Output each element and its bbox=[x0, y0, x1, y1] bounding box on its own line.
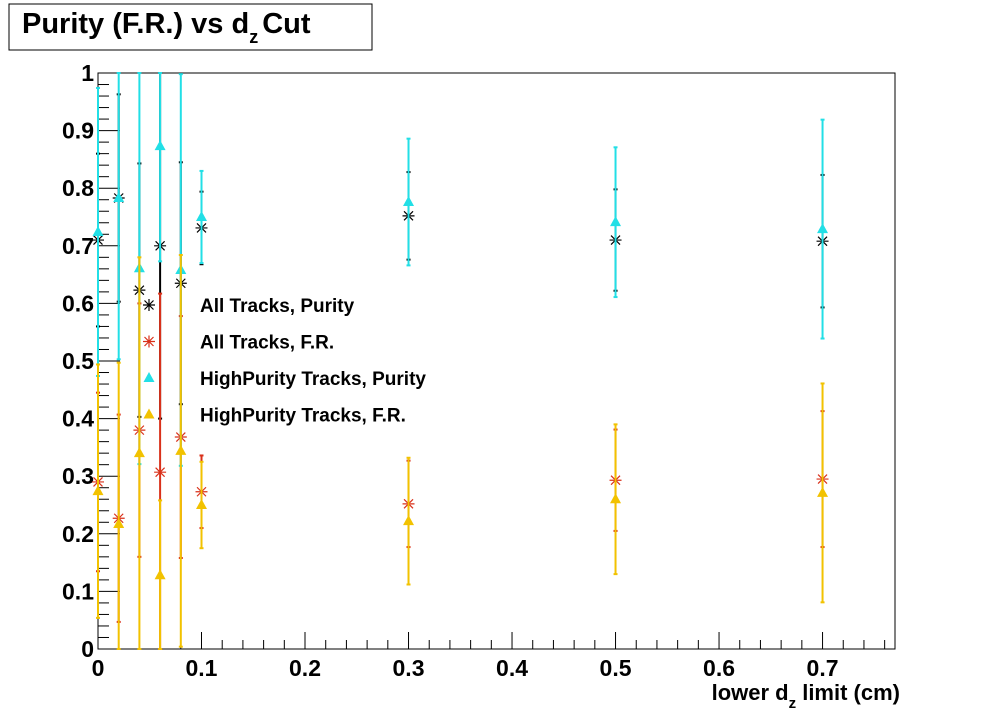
data-point bbox=[610, 216, 622, 227]
data-point bbox=[133, 447, 145, 458]
data-point bbox=[817, 223, 829, 234]
data-point bbox=[92, 225, 104, 236]
data-point bbox=[817, 486, 829, 497]
x-tick-label: 0.3 bbox=[393, 655, 425, 681]
y-tick-label: 1 bbox=[81, 60, 94, 86]
x-label-part: limit (cm) bbox=[796, 680, 900, 705]
plot-area: 0 0.1 0.2 0.3 0.4 0.5 0.6 0.7 0.8 0.9 1 0 0.1 0.2 0.3 0… bbox=[62, 60, 886, 681]
x-axis-label: lower dz limit (cm) bbox=[712, 680, 900, 712]
legend-label: All Tracks, F.R. bbox=[200, 333, 334, 354]
y-tick-label: 0.1 bbox=[62, 578, 94, 604]
data-point bbox=[154, 140, 166, 151]
data-point bbox=[196, 211, 208, 221]
data-point bbox=[154, 569, 166, 580]
y-tick-label: 0.5 bbox=[62, 348, 94, 374]
x-tick-label: 0.6 bbox=[703, 655, 735, 681]
data-point bbox=[196, 499, 208, 509]
y-tick-label: 0.6 bbox=[62, 290, 94, 316]
x-tick-label: 0.5 bbox=[600, 655, 632, 681]
legend-marker bbox=[143, 335, 155, 348]
data-point bbox=[92, 485, 104, 496]
data-point bbox=[403, 196, 415, 207]
chart-title: Purity (F.R.) vs dz Cut bbox=[22, 8, 311, 47]
data-point bbox=[175, 444, 187, 455]
y-tick-label: 0.8 bbox=[62, 175, 94, 201]
legend-marker bbox=[143, 408, 155, 419]
data-point bbox=[403, 515, 415, 526]
legend-label: All Tracks, Purity bbox=[200, 296, 355, 317]
x-tick-label: 0.1 bbox=[186, 655, 218, 681]
y-tick-label: 0.4 bbox=[62, 406, 94, 432]
y-tick-label: 0 bbox=[81, 636, 94, 662]
data-point bbox=[113, 191, 125, 202]
x-label-subscript: z bbox=[789, 695, 797, 712]
x-label-part: lower d bbox=[712, 680, 789, 705]
title-part: Cut bbox=[262, 8, 311, 40]
data-point bbox=[610, 493, 622, 504]
y-tick-label: 0.9 bbox=[62, 118, 94, 144]
title-subscript: z bbox=[249, 27, 258, 47]
x-tick-label: 0 bbox=[92, 655, 105, 681]
data-point bbox=[113, 518, 125, 529]
x-tick-label: 0.4 bbox=[496, 655, 528, 681]
data-point bbox=[154, 466, 167, 479]
y-tick-label: 0.3 bbox=[62, 463, 94, 489]
x-tick-label: 0.7 bbox=[807, 655, 839, 681]
y-tick-label: 0.2 bbox=[62, 521, 94, 547]
legend-marker bbox=[143, 299, 155, 311]
x-tick-label: 0.2 bbox=[289, 655, 321, 681]
y-tick-label: 0.7 bbox=[62, 233, 94, 259]
legend-label: HighPurity Tracks, F.R. bbox=[200, 406, 406, 427]
legend-marker bbox=[143, 372, 155, 382]
title-box bbox=[8, 3, 373, 51]
title-part: Purity (F.R.) vs d bbox=[22, 8, 249, 40]
legend-label: HighPurity Tracks, Purity bbox=[200, 369, 426, 390]
